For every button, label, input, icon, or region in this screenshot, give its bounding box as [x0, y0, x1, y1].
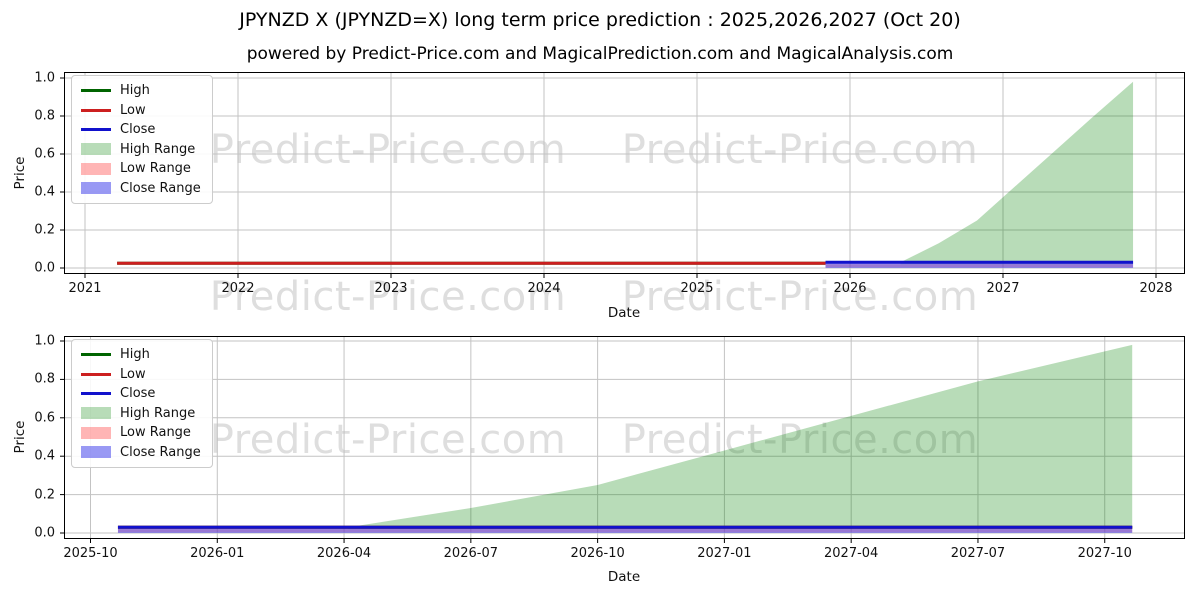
low-swatch — [81, 108, 111, 112]
bottom-chart-legend: High Low Close High Range Low Range Clos… — [71, 339, 213, 468]
x-tick-label: 2021 — [68, 281, 102, 296]
x-tick-label: 2022 — [221, 281, 255, 296]
x-tick-label: 2026 — [833, 281, 867, 296]
legend-item-low: Low — [81, 103, 201, 118]
x-tick-label: 2026-07 — [443, 546, 498, 561]
x-tick-label: 2024 — [527, 281, 561, 296]
legend-label: High — [120, 347, 150, 362]
legend-label: Low Range — [120, 161, 191, 176]
x-tick-label: 2026-10 — [570, 546, 625, 561]
top-chart-legend: High Low Close High Range Low Range Clos… — [71, 75, 213, 204]
x-tick-label: 2026-04 — [316, 546, 372, 561]
bottom-chart-canvas — [60, 336, 1185, 543]
legend-item-close-range: Close Range — [81, 445, 201, 460]
plot-border — [64, 336, 1185, 539]
legend-label: Close Range — [120, 180, 201, 196]
legend-label: High — [120, 83, 150, 98]
high-range-swatch — [81, 407, 111, 419]
top-chart-canvas — [60, 72, 1185, 278]
legend-item-high-range: High Range — [81, 142, 201, 157]
high-swatch — [81, 89, 111, 92]
x-tick-label: 2028 — [1139, 281, 1173, 296]
legend-label: Low Range — [120, 425, 191, 440]
legend-label: High Range — [120, 141, 196, 157]
low-range-swatch — [81, 162, 111, 175]
x-tick-label: 2026-01 — [190, 546, 245, 561]
bottom-x-axis-label: Date — [607, 569, 641, 585]
legend-item-high: High — [81, 83, 201, 98]
legend-item-close: Close — [81, 122, 201, 137]
close-range-swatch — [81, 446, 111, 458]
watermark: Predict-Price.com — [209, 274, 567, 320]
top-x-axis-label: Date — [607, 305, 641, 321]
y-tick-label: 1.0 — [34, 333, 55, 349]
y-tick-label: 0.0 — [34, 260, 55, 276]
x-tick-label: 2023 — [374, 281, 408, 296]
watermark: Predict-Price.com — [209, 417, 567, 463]
high-range-swatch — [81, 143, 111, 155]
y-tick-label: 0.2 — [34, 222, 55, 238]
x-tick-label: 2027-01 — [697, 546, 752, 561]
y-tick-label: 0.4 — [34, 184, 55, 200]
x-tick-label: 2025 — [680, 281, 714, 296]
plot-border — [64, 72, 1185, 274]
legend-label: Low — [120, 102, 146, 118]
watermark: Predict-Price.com — [209, 127, 567, 173]
x-tick-label: 2027-04 — [824, 546, 879, 561]
y-tick-label: 1.0 — [34, 70, 55, 86]
legend-label: Close — [120, 122, 156, 137]
legend-item-close: Close — [81, 386, 201, 401]
y-tick-label: 0.8 — [34, 108, 55, 124]
watermark: Predict-Price.com — [621, 274, 979, 320]
y-tick-label: 0.2 — [34, 487, 55, 503]
legend-label: Close — [120, 386, 156, 401]
low-range-swatch — [81, 426, 111, 439]
x-tick-label: 2027-07 — [950, 546, 1006, 561]
chart-subtitle: powered by Predict-Price.com and Magical… — [246, 44, 954, 64]
y-tick-label: 0.0 — [34, 525, 55, 541]
close-range-swatch — [81, 182, 111, 194]
legend-item-high-range: High Range — [81, 406, 201, 421]
high-range-area — [348, 344, 1133, 530]
legend-label: High Range — [120, 405, 196, 421]
bottom-y-axis-label: Price — [12, 420, 28, 454]
high-swatch — [81, 353, 111, 356]
y-tick-label: 0.6 — [34, 410, 55, 426]
watermark: Predict-Price.com — [621, 127, 979, 173]
close-swatch — [81, 128, 111, 131]
chart-title: JPYNZD X (JPYNZD=X) long term price pred… — [239, 9, 961, 31]
legend-item-low-range: Low Range — [81, 161, 201, 176]
y-tick-label: 0.4 — [34, 448, 55, 464]
top-y-axis-label: Price — [12, 156, 28, 190]
x-tick-label: 2027 — [986, 281, 1020, 296]
low-swatch — [81, 372, 111, 376]
y-tick-label: 0.8 — [34, 371, 55, 387]
legend-item-high: High — [81, 347, 201, 362]
y-tick-label: 0.6 — [34, 146, 55, 162]
close-swatch — [81, 392, 111, 395]
x-tick-label: 2025-10 — [63, 546, 118, 561]
legend-item-low-range: Low Range — [81, 425, 201, 440]
legend-label: Low — [120, 366, 146, 382]
legend-item-close-range: Close Range — [81, 181, 201, 196]
legend-label: Close Range — [120, 444, 201, 460]
x-tick-label: 2027-10 — [1077, 546, 1132, 561]
watermark: Predict-Price.com — [622, 417, 978, 463]
high-range-area — [900, 81, 1134, 265]
legend-item-low: Low — [81, 367, 201, 382]
